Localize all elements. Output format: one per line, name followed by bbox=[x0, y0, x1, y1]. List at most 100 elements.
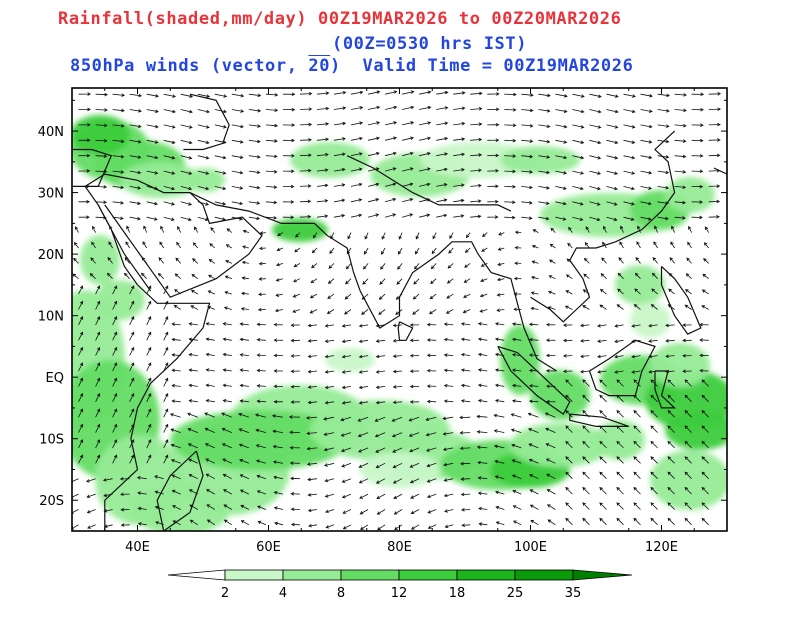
wind-arrow bbox=[248, 185, 261, 190]
wind-arrow bbox=[684, 486, 692, 495]
lat-label: 40N bbox=[38, 125, 64, 140]
wind-arrow bbox=[426, 399, 437, 404]
wind-arrow bbox=[589, 109, 602, 114]
wind-arrow bbox=[477, 352, 488, 357]
wind-arrow bbox=[402, 167, 414, 172]
wind-arrow bbox=[504, 185, 516, 189]
wind-arrow bbox=[378, 309, 386, 315]
wind-arrow bbox=[623, 155, 636, 160]
wind-arrow bbox=[126, 225, 130, 233]
rain-area bbox=[665, 410, 727, 450]
wind-arrow bbox=[188, 474, 198, 480]
wind-arrow bbox=[316, 152, 329, 157]
wind-arrow bbox=[350, 213, 363, 218]
wind-arrow bbox=[708, 215, 720, 219]
wind-arrow bbox=[350, 182, 363, 187]
wind-arrow bbox=[187, 412, 198, 418]
wind-arrow bbox=[305, 416, 318, 420]
wind-arrow bbox=[307, 369, 318, 374]
wind-arrow bbox=[146, 316, 152, 326]
wind-arrow bbox=[521, 185, 533, 190]
wind-arrow bbox=[256, 384, 266, 388]
rain-area bbox=[530, 370, 590, 420]
wind-arrow bbox=[362, 278, 369, 285]
rain-area bbox=[80, 235, 120, 285]
wind-arrow bbox=[487, 215, 499, 219]
wind-arrow bbox=[650, 379, 658, 387]
wind-arrow bbox=[657, 108, 670, 113]
wind-arrow bbox=[601, 257, 607, 264]
wind-arrow bbox=[358, 339, 369, 343]
wind-arrow bbox=[548, 259, 556, 264]
wind-arrow bbox=[453, 214, 465, 218]
wind-arrow bbox=[444, 524, 454, 529]
wind-arrow bbox=[359, 509, 369, 515]
wind-arrow bbox=[682, 369, 692, 373]
wind-arrow bbox=[92, 225, 96, 233]
wind-arrow bbox=[86, 509, 96, 514]
wind-arrow bbox=[188, 337, 198, 342]
wind-arrow bbox=[187, 428, 198, 433]
wind-arrow bbox=[307, 385, 318, 389]
wind-arrow bbox=[480, 263, 488, 267]
wind-arrow bbox=[668, 272, 675, 279]
wind-arrow bbox=[180, 155, 193, 160]
wind-arrow bbox=[95, 300, 101, 310]
wind-arrow bbox=[129, 362, 135, 372]
coastline bbox=[497, 345, 571, 415]
lat-label: 10S bbox=[39, 433, 64, 448]
rainfall-shading bbox=[72, 115, 727, 531]
rain-area bbox=[95, 280, 145, 320]
wind-arrow bbox=[584, 242, 590, 249]
wind-arrow bbox=[597, 339, 607, 343]
wind-arrow bbox=[205, 368, 215, 372]
wind-arrow bbox=[476, 414, 488, 419]
wind-arrow bbox=[545, 443, 556, 449]
wind-arrow bbox=[192, 242, 199, 249]
wind-arrow bbox=[205, 352, 215, 357]
wind-arrow bbox=[188, 368, 198, 372]
wind-arrow bbox=[241, 291, 249, 296]
wind-arrow bbox=[633, 471, 641, 479]
wind-arrow bbox=[129, 285, 135, 295]
wind-arrow bbox=[103, 493, 113, 498]
wind-arrow bbox=[674, 200, 687, 205]
wind-arrow bbox=[640, 109, 653, 113]
wind-arrow bbox=[107, 257, 113, 264]
wind-arrow bbox=[648, 339, 658, 343]
wind-arrow bbox=[648, 370, 658, 374]
rain-area bbox=[360, 452, 440, 488]
wind-arrow bbox=[163, 454, 169, 464]
wind-arrow bbox=[425, 432, 437, 437]
wind-arrow bbox=[684, 440, 692, 449]
colorbar-box bbox=[456, 569, 516, 581]
wind-arrow bbox=[257, 307, 266, 312]
wind-arrow bbox=[273, 475, 283, 480]
wind-arrow bbox=[146, 439, 152, 449]
rain-area bbox=[120, 162, 200, 198]
wind-arrow bbox=[299, 91, 313, 96]
wind-arrow bbox=[333, 198, 346, 203]
rain-area bbox=[665, 177, 715, 213]
wind-arrow bbox=[112, 362, 118, 372]
wind-arrow bbox=[631, 339, 641, 343]
wind-arrow bbox=[242, 229, 250, 234]
colorbar-tick-label: 12 bbox=[391, 586, 408, 601]
wind-arrow bbox=[158, 257, 165, 264]
wind-arrow bbox=[599, 502, 607, 510]
wind-arrow bbox=[494, 337, 505, 342]
wind-arrow bbox=[180, 93, 194, 98]
wind-arrow bbox=[206, 519, 216, 526]
wind-arrow bbox=[341, 354, 352, 359]
wind-arrow bbox=[691, 200, 704, 204]
wind-arrow bbox=[275, 278, 284, 282]
wind-arrow bbox=[324, 493, 335, 498]
rain-area bbox=[510, 423, 610, 467]
rain-area bbox=[650, 343, 710, 387]
wind-arrow bbox=[95, 154, 108, 158]
wind-arrow bbox=[170, 459, 181, 464]
wind-arrow bbox=[396, 278, 403, 285]
wind-arrow bbox=[402, 90, 415, 95]
wind-arrow bbox=[265, 200, 278, 205]
wind-arrow bbox=[648, 354, 658, 359]
